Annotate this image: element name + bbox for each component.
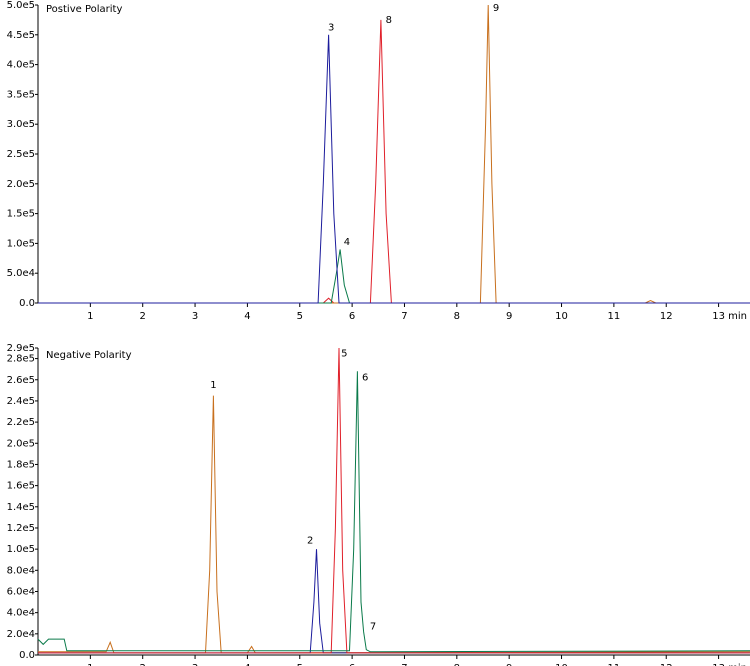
y-tick-label: 2.9e5 bbox=[7, 343, 35, 354]
y-tick-label: 5.0e4 bbox=[7, 268, 35, 279]
peak-label: 7 bbox=[370, 621, 376, 632]
x-tick-label: 10 bbox=[555, 663, 568, 666]
x-tick-label: 1 bbox=[87, 311, 93, 322]
trace bbox=[37, 371, 750, 653]
y-tick-label: 0.0 bbox=[19, 298, 35, 309]
y-tick-label: 5.0e5 bbox=[7, 0, 35, 11]
x-tick-label: 12 bbox=[660, 663, 673, 666]
x-axis-label: min bbox=[728, 663, 747, 666]
x-tick-label: 8 bbox=[454, 663, 460, 666]
y-tick-label: 2.8e5 bbox=[7, 354, 35, 365]
y-tick-label: 1.2e5 bbox=[7, 523, 35, 534]
x-tick-label: 11 bbox=[608, 663, 621, 666]
x-tick-label: 5 bbox=[297, 663, 303, 666]
y-tick-label: 6.0e4 bbox=[7, 586, 35, 597]
peak-label: 1 bbox=[210, 380, 216, 391]
x-tick-label: 13 bbox=[712, 663, 725, 666]
y-tick-label: 2.5e5 bbox=[7, 149, 35, 160]
panel-title: Postive Polarity bbox=[46, 4, 122, 15]
trace bbox=[38, 347, 750, 654]
x-tick-label: 6 bbox=[349, 311, 355, 322]
panel-title: Negative Polarity bbox=[46, 350, 132, 361]
peak-label: 6 bbox=[362, 373, 368, 384]
x-tick-label: 13 bbox=[712, 311, 725, 322]
y-tick-label: 4.0e4 bbox=[7, 608, 35, 619]
x-tick-label: 12 bbox=[660, 311, 673, 322]
y-tick-label: 3.5e5 bbox=[7, 89, 35, 100]
trace bbox=[38, 249, 750, 304]
y-tick-label: 2.0e5 bbox=[7, 438, 35, 449]
trace bbox=[38, 19, 750, 304]
trace bbox=[38, 4, 750, 304]
peak-label: 9 bbox=[493, 3, 499, 14]
y-tick-label: 2.6e5 bbox=[7, 375, 35, 386]
peak-label: 5 bbox=[341, 348, 347, 359]
y-tick-label: 3.0e5 bbox=[7, 119, 35, 130]
x-tick-label: 3 bbox=[192, 663, 198, 666]
x-tick-label: 11 bbox=[608, 311, 621, 322]
peak-label: 4 bbox=[344, 237, 350, 248]
y-tick-label: 1.0e5 bbox=[7, 544, 35, 555]
y-tick-label: 1.0e5 bbox=[7, 238, 35, 249]
y-tick-label: 1.8e5 bbox=[7, 459, 35, 470]
x-tick-label: 2 bbox=[140, 663, 146, 666]
x-tick-label: 1 bbox=[87, 663, 93, 666]
x-tick-label: 6 bbox=[349, 663, 355, 666]
x-tick-label: 4 bbox=[244, 311, 250, 322]
x-tick-label: 10 bbox=[555, 311, 568, 322]
peak-label: 8 bbox=[386, 15, 392, 26]
x-tick-label: 4 bbox=[244, 663, 250, 666]
x-tick-label: 7 bbox=[401, 663, 407, 666]
y-tick-label: 8.0e4 bbox=[7, 565, 35, 576]
y-tick-label: 4.5e5 bbox=[7, 30, 35, 41]
x-tick-label: 3 bbox=[192, 311, 198, 322]
y-tick-label: 2.2e5 bbox=[7, 417, 35, 428]
y-tick-label: 2.0e5 bbox=[7, 179, 35, 190]
y-tick-label: 1.4e5 bbox=[7, 502, 35, 513]
x-axis-label: min bbox=[728, 311, 747, 322]
y-tick-label: 0.0 bbox=[19, 650, 35, 661]
x-tick-label: 7 bbox=[401, 311, 407, 322]
x-tick-label: 5 bbox=[297, 311, 303, 322]
x-tick-label: 8 bbox=[454, 311, 460, 322]
y-tick-label: 2.0e4 bbox=[7, 629, 35, 640]
x-tick-label: 9 bbox=[506, 311, 512, 322]
y-tick-label: 1.6e5 bbox=[7, 481, 35, 492]
peak-label: 2 bbox=[307, 536, 313, 547]
trace bbox=[38, 395, 750, 654]
y-tick-label: 1.5e5 bbox=[7, 209, 35, 220]
x-tick-label: 9 bbox=[506, 663, 512, 666]
trace bbox=[38, 34, 750, 304]
y-tick-label: 2.4e5 bbox=[7, 396, 35, 407]
y-tick-label: 4.0e5 bbox=[7, 60, 35, 71]
x-tick-label: 2 bbox=[140, 311, 146, 322]
trace bbox=[38, 549, 750, 654]
peak-label: 3 bbox=[328, 23, 334, 34]
